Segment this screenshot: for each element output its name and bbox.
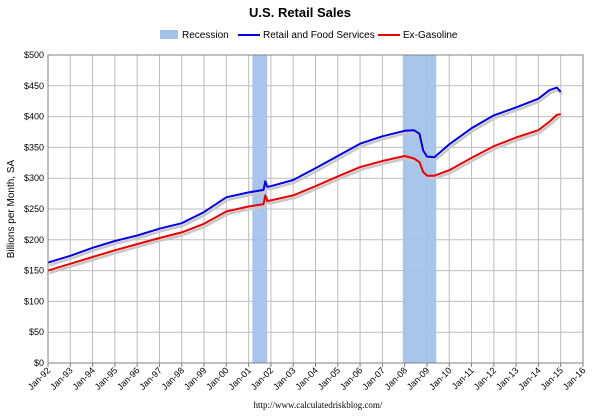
recession-band-1 <box>402 55 437 363</box>
x-tick-label: Jan-01 <box>227 365 254 392</box>
y-tick-labels: $0 $50 $100 $150 $200 $250 $300 $350 $400 $450 $50… <box>24 50 44 368</box>
y-tick-label: $200 <box>24 235 44 245</box>
x-tick-labels: Jan-92Jan-93Jan-94Jan-95Jan-96Jan-97Jan-… <box>26 365 588 392</box>
chart-title: U.S. Retail Sales <box>249 5 351 20</box>
x-tick-label: Jan-08 <box>383 365 410 392</box>
x-tick-label: Jan-10 <box>427 365 454 392</box>
x-tick-label: Jan-16 <box>561 365 588 392</box>
y-tick-label: $100 <box>24 296 44 306</box>
y-tick-label: $0 <box>34 358 44 368</box>
axes <box>47 54 584 367</box>
series-line-retail <box>47 86 562 264</box>
x-tick-label: Jan-97 <box>137 365 164 392</box>
y-tick-label: $350 <box>24 142 44 152</box>
x-tick-label: Jan-99 <box>182 365 209 392</box>
series-shadow-1 <box>49 115 563 275</box>
legend-swatch-recession <box>160 30 178 39</box>
x-tick-label: Jan-03 <box>271 365 298 392</box>
legend-label-ex-gasoline: Ex-Gasoline <box>403 30 458 41</box>
recession-band-0 <box>252 55 268 363</box>
legend-label-recession: Recession <box>182 30 229 41</box>
x-tick-label: Jan-95 <box>93 365 120 392</box>
x-tick-label: Jan-11 <box>450 365 476 391</box>
data-series <box>47 86 564 275</box>
x-tick-label: Jan-92 <box>26 365 53 392</box>
x-tick-label: Jan-07 <box>360 365 387 392</box>
x-tick-label: Jan-06 <box>338 365 365 392</box>
x-tick-label: Jan-94 <box>70 365 97 392</box>
source-credit: http://www.calculatedriskblog.com/ <box>254 400 383 410</box>
y-tick-label: $450 <box>24 81 44 91</box>
series-shadow-0 <box>49 88 564 267</box>
x-tick-label: Jan-00 <box>204 365 231 392</box>
x-tick-label: Jan-98 <box>160 365 187 392</box>
x-tick-label: Jan-96 <box>115 365 142 392</box>
y-tick-label: $50 <box>29 327 44 337</box>
x-tick-label: Jan-09 <box>405 365 432 392</box>
y-tick-label: $400 <box>24 112 44 122</box>
y-axis-label: Billions per Month, SA <box>6 159 17 258</box>
y-tick-label: $500 <box>24 50 44 60</box>
x-tick-label: Jan-12 <box>472 365 499 392</box>
y-tick-label: $250 <box>24 204 44 214</box>
x-tick-label: Jan-02 <box>249 365 276 392</box>
series-line-ex-gasoline <box>47 113 561 272</box>
legend-label-retail: Retail and Food Services <box>263 30 375 41</box>
y-tick-label: $300 <box>24 173 44 183</box>
y-tick-label: $150 <box>24 266 44 276</box>
x-tick-label: Jan-15 <box>539 365 566 392</box>
x-tick-label: Jan-93 <box>48 365 75 392</box>
recession-bands <box>252 55 437 363</box>
legend: Recession Retail and Food Services Ex-Ga… <box>160 30 458 41</box>
x-tick-label: Jan-14 <box>516 365 543 392</box>
x-tick-label: Jan-04 <box>293 365 320 392</box>
x-tick-label: Jan-05 <box>316 365 343 392</box>
x-tick-label: Jan-13 <box>494 365 521 392</box>
